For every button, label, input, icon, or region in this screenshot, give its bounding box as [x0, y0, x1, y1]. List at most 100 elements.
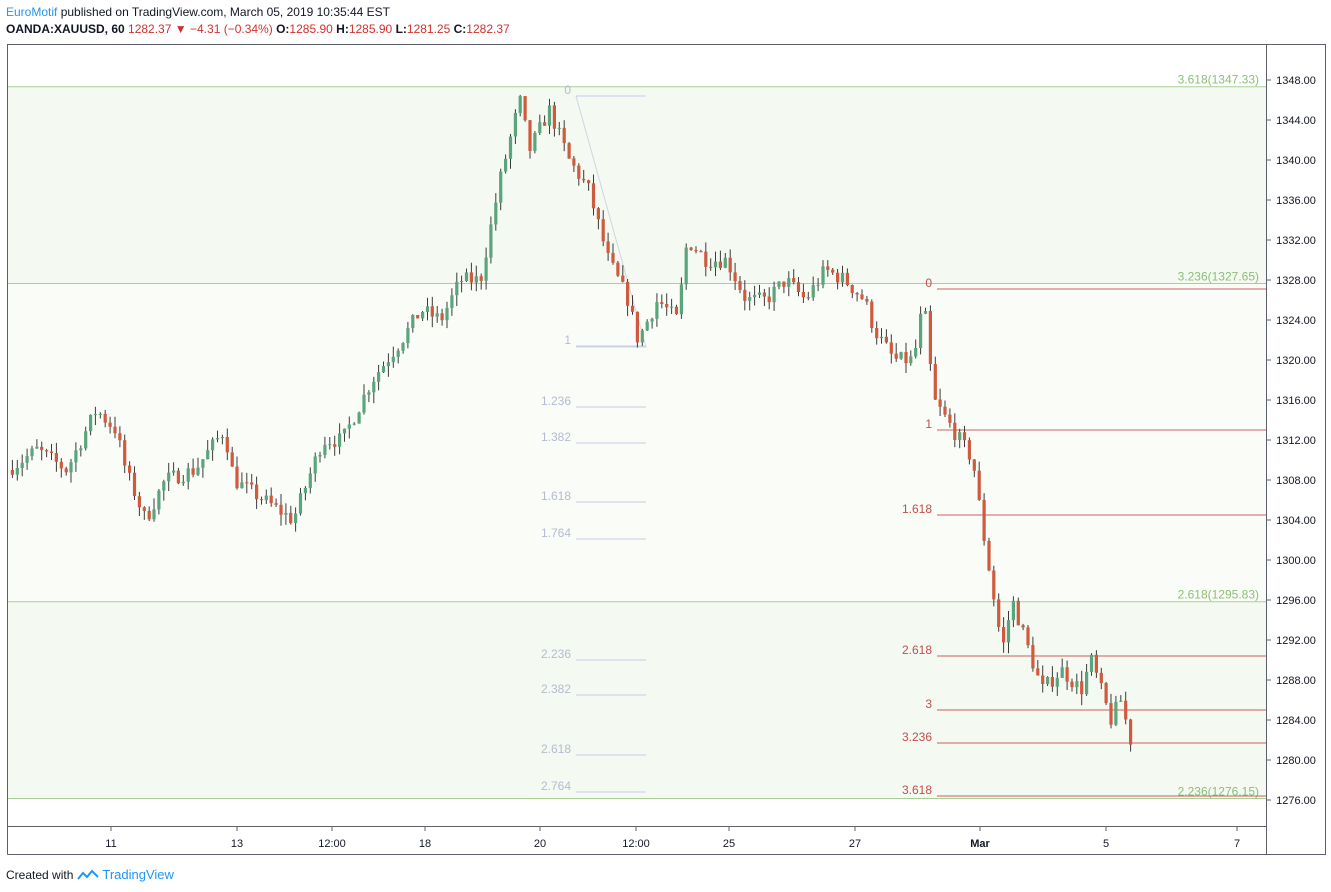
candle-up — [421, 312, 425, 319]
candle-up — [914, 348, 918, 357]
candle-down — [269, 495, 273, 504]
candle-up — [655, 302, 659, 319]
price-tick-label: 1292.00 — [1276, 635, 1316, 647]
candle-up — [757, 292, 762, 295]
candle-up — [748, 297, 752, 301]
time-tick-label: 13 — [231, 838, 243, 850]
footer-credit: Created with TradingView — [6, 867, 174, 883]
candle-down — [1099, 672, 1103, 684]
price-tick-label: 1276.00 — [1276, 795, 1316, 807]
candle-up — [35, 446, 39, 449]
candle-up — [162, 481, 166, 491]
time-tick-label: 11 — [105, 838, 116, 850]
price-tick-label: 1328.00 — [1276, 275, 1316, 287]
candle-up — [391, 356, 395, 363]
candle-up — [74, 450, 78, 463]
candle-down — [1050, 677, 1054, 687]
down-arrow-icon: ▼ — [174, 22, 187, 36]
candle-up — [308, 473, 312, 488]
candle-down — [1041, 675, 1045, 684]
candle-down — [665, 304, 669, 308]
candle-down — [191, 468, 195, 475]
candle-down — [718, 261, 722, 268]
candle-down — [289, 512, 293, 524]
candle-up — [684, 247, 688, 285]
fib-green-levels[interactable]: 3.618(1347.33) 3.236(1327.65) 2.618(1295.8… — [8, 73, 1266, 799]
candle-up — [347, 424, 351, 429]
candle-down — [674, 306, 679, 315]
price-tick-label: 1336.00 — [1276, 195, 1316, 207]
candle-down — [1104, 683, 1108, 704]
candle-down — [591, 183, 596, 209]
high-value: 1285.90 — [348, 22, 393, 36]
candle-up — [152, 509, 156, 520]
candle-up — [294, 513, 298, 524]
candle-down — [230, 452, 234, 467]
candle-down — [660, 302, 664, 304]
fib-blue-label: 2.382 — [541, 682, 571, 696]
candle-up — [958, 432, 962, 440]
candle-up — [484, 257, 488, 281]
fib-blue-label: 0 — [564, 83, 571, 97]
candle-up — [811, 285, 815, 298]
candle-up — [240, 482, 244, 489]
candle-up — [753, 294, 757, 298]
publish-info: published on TradingView.com, March 05, … — [57, 5, 391, 19]
time-axis[interactable]: 11 13 12:00 18 20 12:00 25 27 Mar 5 7 — [105, 826, 1240, 850]
candle-up — [25, 456, 29, 463]
price-tick-label: 1308.00 — [1276, 475, 1316, 487]
candle-down — [801, 292, 805, 298]
candle-up — [69, 462, 73, 473]
candle-down — [582, 178, 586, 181]
candle-up — [494, 202, 498, 225]
fib-band-upper — [8, 86, 1266, 284]
author-link[interactable]: EuroMotif — [6, 5, 58, 19]
fib-blue-label: 1.382 — [541, 430, 571, 444]
candle-down — [274, 503, 278, 505]
candle-up — [323, 444, 327, 455]
symbol-label: OANDA:XAUUSD, 60 — [6, 22, 125, 36]
candle-up — [435, 313, 439, 317]
candle-down — [123, 440, 127, 466]
fib-blue-label: 2.236 — [541, 647, 571, 661]
tradingview-brand-link[interactable]: TradingView — [102, 867, 174, 882]
candle-up — [98, 413, 102, 415]
price-axis[interactable]: 1348.00 1344.00 1340.00 1336.00 1332.00 1328.… — [1266, 75, 1316, 807]
candle-down — [962, 432, 967, 441]
created-with-label: Created with — [6, 868, 74, 882]
candle-up — [352, 423, 356, 425]
candle-down — [865, 298, 869, 302]
candle-up — [328, 444, 332, 446]
fib-green-label: 2.236(1276.15) — [1178, 785, 1259, 799]
fib-red-label: 3.618 — [902, 783, 932, 797]
candle-up — [879, 336, 884, 339]
candle-down — [904, 352, 908, 364]
candle-up — [723, 257, 727, 268]
candle-down — [49, 451, 54, 453]
candle-up — [787, 278, 791, 287]
candle-up — [474, 276, 478, 283]
time-tick-label: 12:00 — [622, 838, 650, 850]
fib-extension-red[interactable]: 0 1 1.618 2.618 3 3.236 3.618 — [902, 276, 1266, 797]
candle-down — [103, 413, 107, 423]
candle-down — [933, 364, 937, 400]
fib-extension-blue[interactable]: 0 1 1.236 1.382 1.618 1.764 2.236 2.382 2.618 2.7… — [541, 83, 647, 793]
candle-down — [416, 315, 420, 319]
candle-up — [357, 412, 361, 424]
candle-up — [220, 437, 224, 439]
candle-down — [250, 482, 254, 485]
candle-down — [259, 499, 264, 501]
candle-up — [640, 330, 644, 343]
candle-down — [884, 336, 888, 343]
fib-green-label: 3.236(1327.65) — [1178, 270, 1259, 284]
fib-green-label: 2.618(1295.83) — [1178, 588, 1259, 602]
fib-red-label: 0 — [925, 276, 932, 290]
candle-down — [972, 459, 976, 471]
candle-up — [372, 381, 376, 393]
candle-down — [147, 510, 151, 520]
candle-up — [215, 438, 220, 440]
price-tick-label: 1344.00 — [1276, 115, 1316, 127]
candle-down — [616, 262, 620, 276]
fib-band-lower — [8, 601, 1266, 799]
